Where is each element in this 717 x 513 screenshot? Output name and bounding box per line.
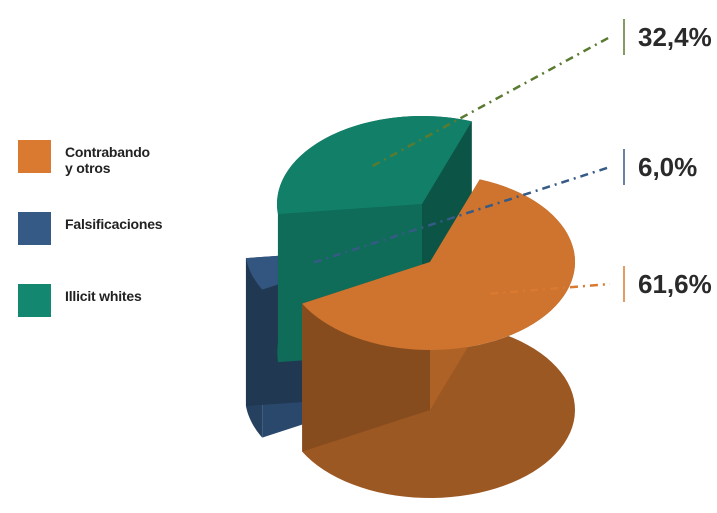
leader-line-2	[372, 35, 611, 168]
legend-swatch-illicit-whites	[18, 284, 51, 317]
value-label-1: 6,0%	[638, 152, 697, 182]
legend: Contrabando y otros Falsificaciones Illi…	[18, 140, 208, 356]
legend-item-illicit-whites: Illicit whites	[18, 284, 208, 322]
legend-label-contrabando: Contrabando y otros	[65, 144, 150, 176]
legend-item-contrabando: Contrabando y otros	[18, 140, 208, 178]
legend-swatch-contrabando	[18, 140, 51, 173]
pie-slice-top-0	[302, 179, 576, 350]
legend-label-illicit-whites: Illicit whites	[65, 288, 142, 304]
leader-line-0	[490, 282, 611, 295]
legend-item-falsificaciones: Falsificaciones	[18, 212, 208, 250]
legend-label-falsificaciones: Falsificaciones	[65, 216, 163, 232]
value-label-2: 32,4%	[638, 22, 712, 52]
value-label-0: 61,6%	[638, 269, 712, 299]
legend-swatch-falsificaciones	[18, 212, 51, 245]
pie-slice-0	[302, 179, 576, 498]
